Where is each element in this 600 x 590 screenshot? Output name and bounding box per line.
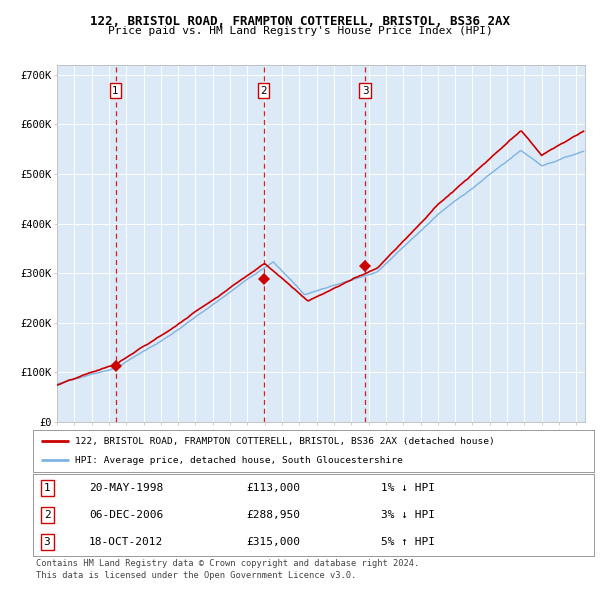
Text: 5% ↑ HPI: 5% ↑ HPI bbox=[381, 537, 435, 547]
Text: 3: 3 bbox=[44, 537, 50, 547]
Text: 3: 3 bbox=[362, 86, 368, 96]
Text: 18-OCT-2012: 18-OCT-2012 bbox=[89, 537, 163, 547]
Text: 2: 2 bbox=[44, 510, 50, 520]
Text: HPI: Average price, detached house, South Gloucestershire: HPI: Average price, detached house, Sout… bbox=[75, 455, 403, 464]
Text: 1: 1 bbox=[112, 86, 119, 96]
Text: 3% ↓ HPI: 3% ↓ HPI bbox=[381, 510, 435, 520]
Text: 122, BRISTOL ROAD, FRAMPTON COTTERELL, BRISTOL, BS36 2AX: 122, BRISTOL ROAD, FRAMPTON COTTERELL, B… bbox=[90, 15, 510, 28]
Text: £315,000: £315,000 bbox=[246, 537, 300, 547]
Text: £113,000: £113,000 bbox=[246, 483, 300, 493]
Text: 06-DEC-2006: 06-DEC-2006 bbox=[89, 510, 163, 520]
Text: 20-MAY-1998: 20-MAY-1998 bbox=[89, 483, 163, 493]
Text: 122, BRISTOL ROAD, FRAMPTON COTTERELL, BRISTOL, BS36 2AX (detached house): 122, BRISTOL ROAD, FRAMPTON COTTERELL, B… bbox=[75, 437, 495, 446]
Text: £288,950: £288,950 bbox=[246, 510, 300, 520]
Text: This data is licensed under the Open Government Licence v3.0.: This data is licensed under the Open Gov… bbox=[36, 571, 356, 579]
Text: 2: 2 bbox=[260, 86, 267, 96]
Text: 1: 1 bbox=[44, 483, 50, 493]
Text: 1% ↓ HPI: 1% ↓ HPI bbox=[381, 483, 435, 493]
Text: Price paid vs. HM Land Registry's House Price Index (HPI): Price paid vs. HM Land Registry's House … bbox=[107, 26, 493, 36]
Text: Contains HM Land Registry data © Crown copyright and database right 2024.: Contains HM Land Registry data © Crown c… bbox=[36, 559, 419, 568]
